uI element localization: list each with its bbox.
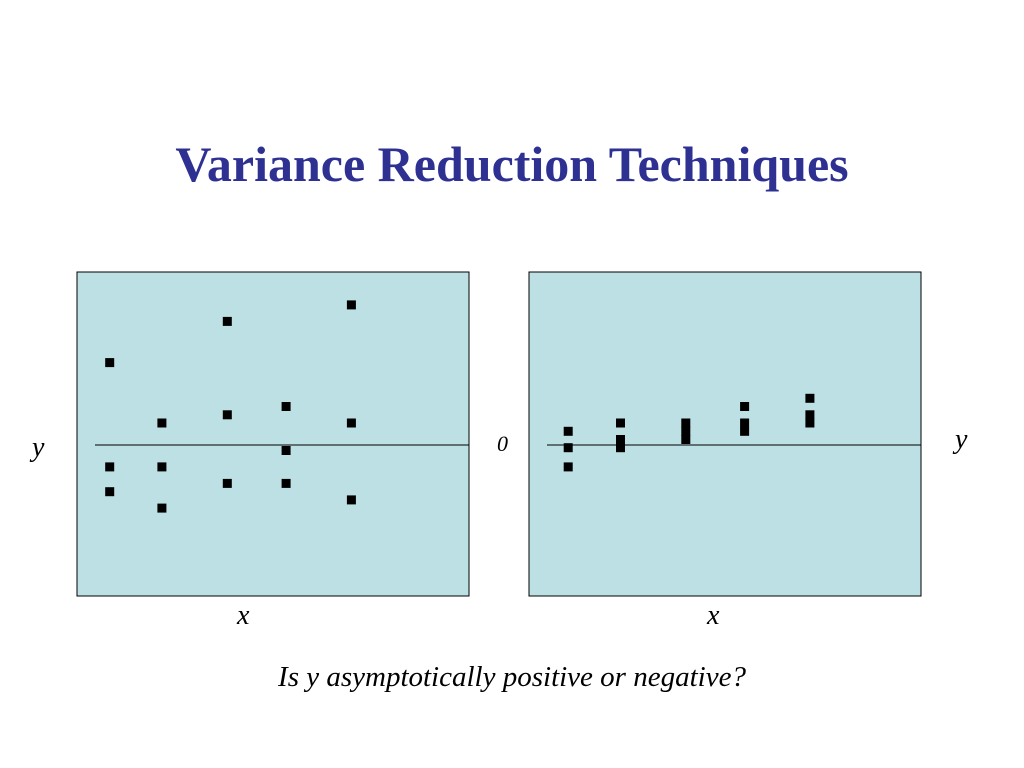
data-point-14: [346, 418, 356, 428]
data-point-9: [681, 435, 691, 444]
zero-reference-label: 0: [497, 431, 508, 456]
data-point-8: [222, 410, 232, 420]
right-x-axis-label: x: [707, 600, 720, 631]
slide-caption: Is y asymptotically positive or negative…: [278, 661, 746, 693]
left-scatter-panel: [76, 271, 470, 597]
data-point-7: [681, 418, 691, 428]
data-point-15: [805, 418, 815, 428]
data-point-8: [681, 426, 691, 436]
data-point-5: [157, 462, 167, 472]
data-point-3: [563, 462, 573, 472]
plot-area: [76, 271, 470, 597]
data-point-4: [616, 418, 625, 428]
right-y-axis-label: y: [955, 424, 968, 455]
data-point-11: [281, 446, 291, 455]
data-point-12: [740, 426, 750, 436]
data-point-2: [105, 462, 115, 472]
data-point-5: [616, 435, 625, 444]
data-point-11: [740, 418, 750, 428]
plot-area: [528, 271, 922, 597]
data-point-15: [346, 495, 356, 505]
data-point-13: [805, 393, 815, 403]
data-point-13: [346, 300, 356, 310]
data-point-6: [157, 503, 167, 513]
data-point-1: [563, 426, 573, 436]
data-point-6: [616, 443, 625, 453]
data-point-3: [105, 487, 115, 497]
data-point-14: [805, 410, 815, 420]
data-point-1: [105, 358, 115, 368]
data-point-12: [281, 478, 291, 488]
data-point-2: [563, 443, 573, 453]
data-point-9: [222, 478, 232, 488]
data-point-4: [157, 418, 167, 428]
left-y-axis-label: y: [32, 432, 45, 463]
data-point-7: [222, 316, 232, 326]
right-scatter-panel: [528, 271, 922, 597]
slide-title: Variance Reduction Techniques: [175, 136, 849, 192]
data-point-10: [281, 402, 291, 411]
left-x-axis-label: x: [237, 600, 250, 631]
data-point-10: [740, 402, 750, 411]
